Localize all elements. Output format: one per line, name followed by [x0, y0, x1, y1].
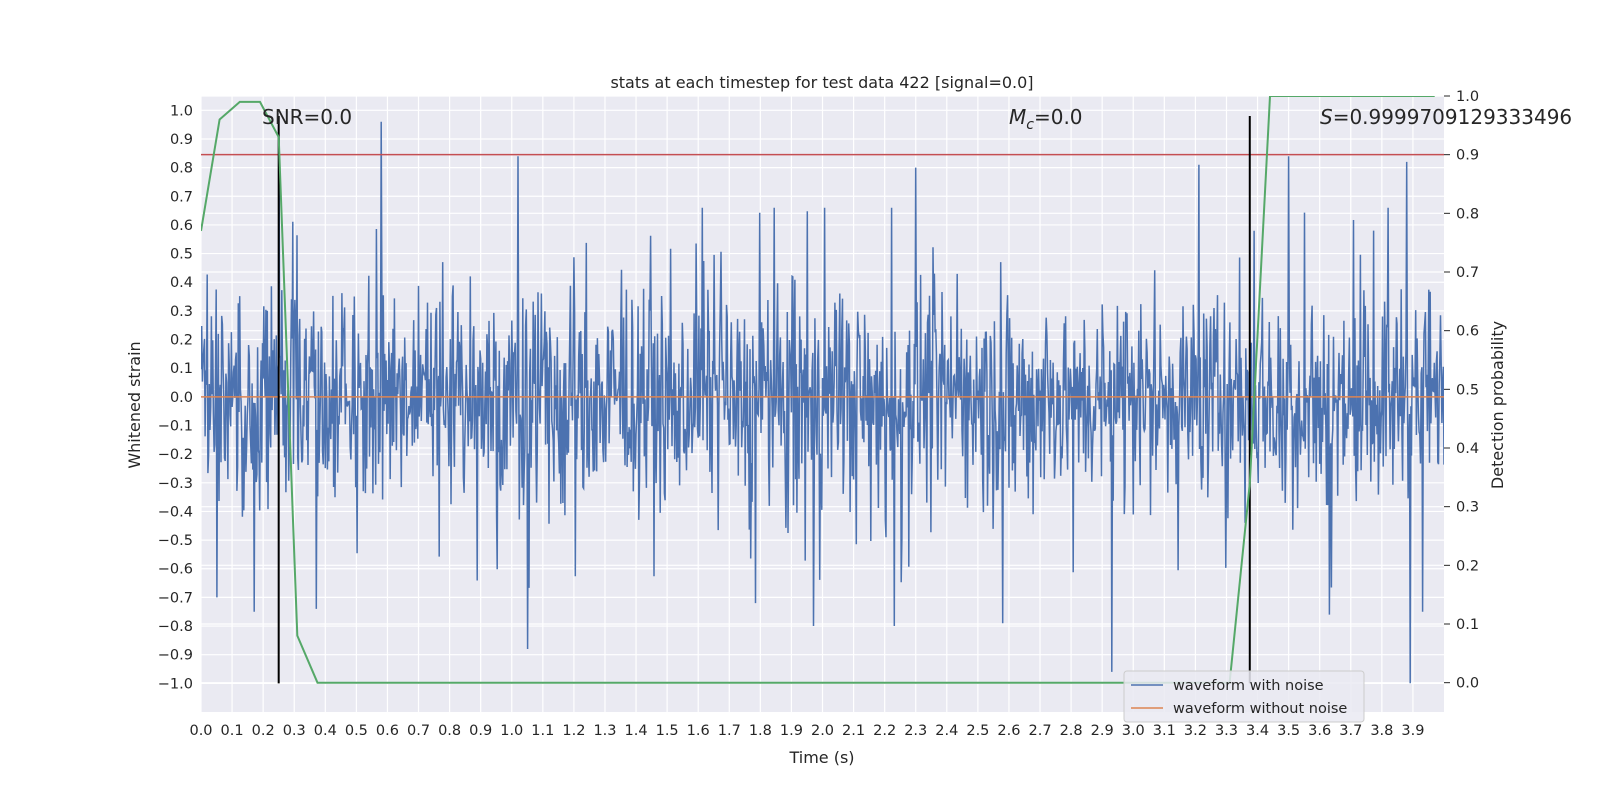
chart-title: stats at each timestep for test data 422… [610, 73, 1033, 92]
y2-tick-label: 0.8 [1456, 206, 1479, 222]
y-tick-label: −0.7 [158, 590, 193, 606]
y-tick-label: −0.3 [158, 476, 193, 492]
x-tick-label: 2.2 [873, 723, 896, 739]
x-tick-label: 3.9 [1401, 723, 1424, 739]
x-tick-label: 0.9 [469, 723, 492, 739]
x-tick-label: 1.5 [656, 723, 679, 739]
x-tick-label: 0.4 [314, 723, 337, 739]
y-axis-label: Whitened strain [125, 341, 144, 468]
x-tick-label: 1.4 [625, 723, 648, 739]
x-axis-label: Time (s) [788, 748, 854, 767]
y2-tick-label: 0.7 [1456, 265, 1479, 281]
y-tick-label: 0.4 [170, 275, 193, 291]
y-tick-label: 0.2 [170, 333, 193, 349]
y-tick-label: −0.9 [158, 648, 193, 664]
legend: waveform with noise waveform without noi… [1123, 670, 1365, 723]
score-value: =0.9999709129333496 [1333, 105, 1572, 129]
x-tick-label: 3.8 [1370, 723, 1393, 739]
x-tick-label: 2.5 [966, 723, 989, 739]
x-tick-label: 3.6 [1308, 723, 1331, 739]
y2-tick-label: 0.5 [1456, 382, 1479, 398]
snr-annotation: SNR=0.0 [262, 105, 352, 129]
x-tick-label: 1.6 [687, 723, 710, 739]
x-tick-label: 2.1 [842, 723, 865, 739]
y2-tick-label: 0.0 [1456, 676, 1479, 692]
x-tick-label: 2.9 [1091, 723, 1114, 739]
x-tick-label: 1.7 [718, 723, 741, 739]
x-tick-label: 2.6 [997, 723, 1020, 739]
y-tick-label: −0.5 [158, 533, 193, 549]
y-tick-label: −0.1 [158, 418, 193, 434]
y-tick-label: 0.0 [170, 390, 193, 406]
x-tick-label: 2.3 [904, 723, 927, 739]
x-tick-label: 1.2 [562, 723, 585, 739]
x-tick-label: 2.8 [1060, 723, 1083, 739]
x-tick-label: 1.0 [500, 723, 523, 739]
y-tick-label: −0.4 [158, 504, 193, 520]
y2-tick-label: 0.4 [1456, 441, 1479, 457]
y-tick-labels: 1.0 0.9 0.8 0.7 0.6 0.5 0.4 0.3 0.2 0.1 0.0 −0.1 −0.… [158, 103, 193, 692]
legend-label-clean: waveform without noise [1173, 701, 1347, 717]
y2-tick-label: 0.6 [1456, 324, 1479, 340]
x-tick-label: 3.2 [1184, 723, 1207, 739]
y-tick-label: −0.6 [158, 562, 193, 578]
y-tick-label: −0.2 [158, 447, 193, 463]
y-tick-label: 0.1 [170, 361, 193, 377]
x-tick-label: 3.5 [1277, 723, 1300, 739]
x-tick-label: 2.7 [1028, 723, 1051, 739]
legend-label-noise: waveform with noise [1173, 678, 1324, 694]
x-tick-label: 3.1 [1153, 723, 1176, 739]
x-tick-label: 3.0 [1122, 723, 1145, 739]
y-tick-label: 1.0 [170, 103, 193, 119]
x-tick-label: 0.0 [189, 723, 212, 739]
y-tick-label: 0.7 [170, 189, 193, 205]
y-tick-label: 0.9 [170, 132, 193, 148]
x-tick-label: 2.0 [811, 723, 834, 739]
series-layer [201, 96, 1444, 684]
x-tick-label: 3.4 [1246, 723, 1269, 739]
y2-tick-label: 0.3 [1456, 500, 1479, 516]
y-tick-label: −0.8 [158, 619, 193, 635]
y-tick-label: 0.8 [170, 161, 193, 177]
y2-axis-label: Detection probability [1488, 321, 1507, 489]
y2-tick-label: 0.9 [1456, 148, 1479, 164]
x-tick-label: 1.1 [531, 723, 554, 739]
y2-tick-labels: 1.0 0.9 0.8 0.7 0.6 0.5 0.4 0.3 0.2 0.1 0.0 [1444, 89, 1479, 692]
x-tick-label: 1.9 [780, 723, 803, 739]
chirp-mass-symbol: M [1009, 105, 1026, 129]
x-tick-label: 1.3 [593, 723, 616, 739]
x-tick-label: 0.8 [438, 723, 461, 739]
y-tick-label: 0.3 [170, 304, 193, 320]
y2-tick-label: 0.1 [1456, 617, 1479, 633]
x-tick-label: 0.5 [345, 723, 368, 739]
x-tick-label: 0.3 [283, 723, 306, 739]
x-tick-label: 0.7 [407, 723, 430, 739]
legend-box [1123, 670, 1365, 723]
series-line-detection-probability [201, 96, 1435, 684]
y-tick-label: 0.6 [170, 218, 193, 234]
score-symbol: S [1320, 105, 1333, 129]
x-tick-label: 0.2 [252, 723, 275, 739]
score-annotation: S=0.9999709129333496 [1320, 105, 1572, 129]
y2-tick-label: 0.2 [1456, 558, 1479, 574]
chirp-mass-annotation: Mc=0.0 [1009, 105, 1083, 133]
x-tick-label: 3.7 [1339, 723, 1362, 739]
x-tick-labels: 0.0 0.1 0.2 0.3 0.4 0.5 0.6 0.7 0.8 0.9 1.0 1.1 1.2 1… [189, 723, 1424, 739]
x-tick-label: 0.6 [376, 723, 399, 739]
y-tick-label: 0.5 [170, 247, 193, 263]
x-tick-label: 0.1 [221, 723, 244, 739]
chirp-mass-value: =0.0 [1034, 105, 1083, 129]
x-tick-label: 3.3 [1215, 723, 1238, 739]
chirp-mass-subscript: c [1026, 117, 1034, 133]
series-line-waveform-with-noise [201, 121, 1444, 684]
x-tick-label: 2.4 [935, 723, 958, 739]
x-tick-label: 1.8 [749, 723, 772, 739]
y2-tick-label: 1.0 [1456, 89, 1479, 105]
y-tick-label: −1.0 [158, 676, 193, 692]
